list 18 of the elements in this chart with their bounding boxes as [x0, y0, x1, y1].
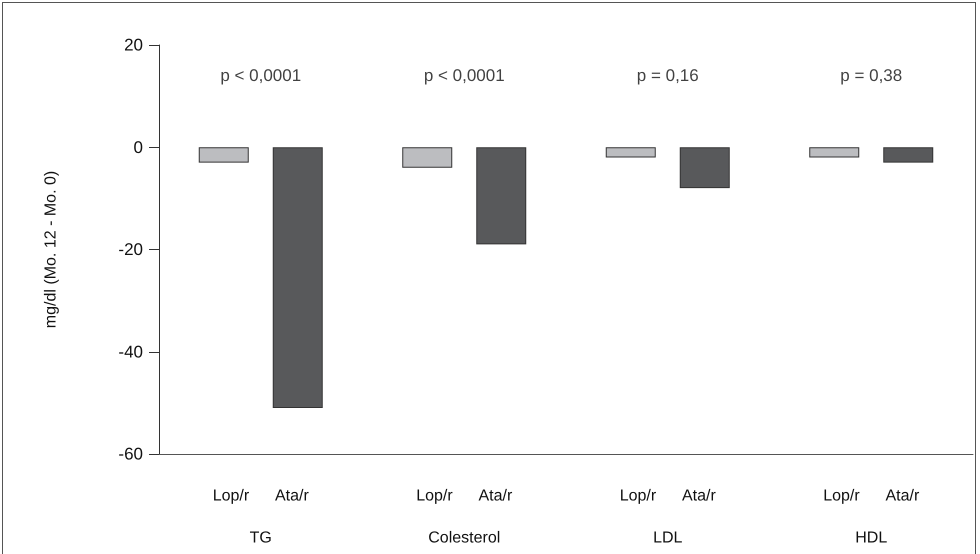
annotation: p < 0,0001 — [220, 66, 302, 86]
text: Lop/r Ata/r — [212, 488, 309, 504]
text: Lop/r Ata/r — [620, 488, 716, 504]
y-tick-label: 20 — [124, 36, 143, 54]
annotation: p = 0,38 — [840, 66, 902, 86]
x-tick-label: HDL — [855, 530, 888, 546]
annotation: p = 0,16 — [636, 66, 699, 86]
y-tick-label: -40 — [118, 342, 143, 362]
text: Lop/r Ata/r — [416, 488, 512, 504]
y-tick-label: -60 — [118, 444, 143, 464]
x-tick-label: TG — [250, 530, 272, 546]
text: Lop/r Ata/r — [823, 488, 920, 504]
x-tick-label: Colesterol — [428, 530, 500, 546]
y-tick-label: -20 — [118, 240, 143, 259]
y-axis-title: mg/dl (Mo. 12 - Mo. 0) — [42, 170, 60, 328]
y-tick-label: 0 — [134, 138, 143, 157]
x-tick-label: LDL — [653, 530, 683, 546]
annotation: p < 0,0001 — [424, 66, 505, 86]
